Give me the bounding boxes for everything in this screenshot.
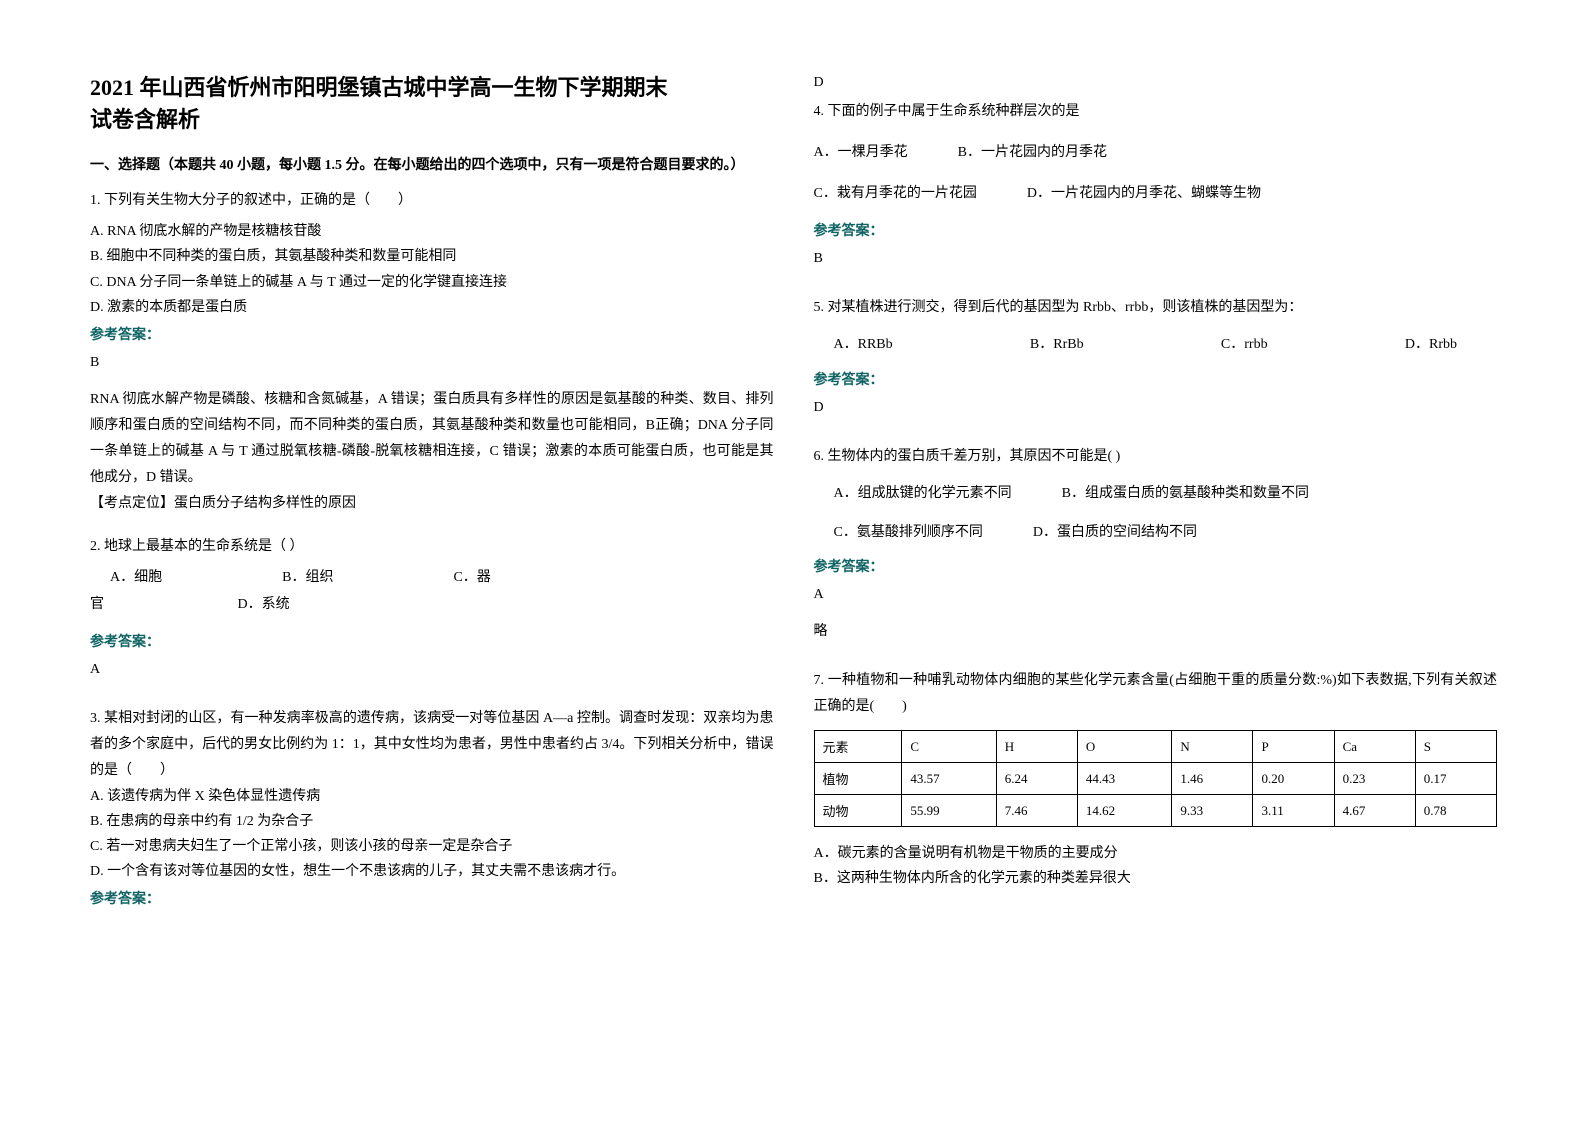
th-p: P xyxy=(1253,731,1334,763)
q5-answer-label: 参考答案： xyxy=(814,369,1498,389)
th-ca: Ca xyxy=(1334,731,1415,763)
q3-answer-label: 参考答案： xyxy=(90,888,774,908)
q1-option-a: A. RNA 彻底水解的产物是核糖核苷酸 xyxy=(90,219,774,244)
q5-option-d: D．Rrbb xyxy=(1405,332,1457,359)
q2-options-row1: A．细胞 B．组织 C．器 xyxy=(90,565,774,592)
table-header-row: 元素 C H O N P Ca S xyxy=(814,731,1497,763)
q6-explanation: 略 xyxy=(814,619,1498,644)
q5-options: A．RRBb B．RrBb C．rrbb D．Rrbb xyxy=(814,332,1498,359)
q2-options-row2: 官 D．系统 xyxy=(90,592,774,617)
question-5: 5. 对某植株进行测交，得到后代的基因型为 Rrbb、rrbb，则该植株的基因型… xyxy=(814,295,1498,432)
q6-answer: A xyxy=(814,582,1498,607)
q4-row2: C．栽有月季花的一片花园 D．一片花园内的月季花、蝴蝶等生物 xyxy=(814,181,1498,208)
q7-table: 元素 C H O N P Ca S 植物 43.57 6.24 44.43 1.… xyxy=(814,730,1498,827)
question-2: 2. 地球上最基本的生命系统是（ ） A．细胞 B．组织 C．器 官 D．系统 … xyxy=(90,534,774,694)
q4-option-a: A．一棵月季花 xyxy=(814,140,908,167)
q6-option-b: B．组成蛋白质的氨基酸种类和数量不同 xyxy=(1062,481,1309,508)
q6-option-a: A．组成肽键的化学元素不同 xyxy=(834,481,1012,508)
q2-option-d: D．系统 xyxy=(238,597,290,612)
q5-answer: D xyxy=(814,395,1498,420)
q1-explanation: RNA 彻底水解产物是磷酸、核糖和含氮碱基，A 错误；蛋白质具有多样性的原因是氨… xyxy=(90,387,774,491)
q6-row1: A．组成肽键的化学元素不同 B．组成蛋白质的氨基酸种类和数量不同 xyxy=(814,481,1498,508)
q6-row2: C．氨基酸排列顺序不同 D．蛋白质的空间结构不同 xyxy=(814,520,1498,547)
q1-stem: 1. 下列有关生物大分子的叙述中，正确的是（ ） xyxy=(90,188,774,213)
table-row-plant: 植物 43.57 6.24 44.43 1.46 0.20 0.23 0.17 xyxy=(814,763,1497,795)
th-h: H xyxy=(996,731,1077,763)
q6-stem: 6. 生物体内的蛋白质千差万别，其原因不可能是( ) xyxy=(814,444,1498,469)
q1-option-d: D. 激素的本质都是蛋白质 xyxy=(90,295,774,320)
q1-answer: B xyxy=(90,350,774,375)
q2-answer-label: 参考答案： xyxy=(90,631,774,651)
q5-stem: 5. 对某植株进行测交，得到后代的基因型为 Rrbb、rrbb，则该植株的基因型… xyxy=(814,295,1498,320)
q1-option-b: B. 细胞中不同种类的蛋白质，其氨基酸种类和数量可能相同 xyxy=(90,244,774,269)
q2-option-c-cont: 官 xyxy=(90,597,104,612)
question-1: 1. 下列有关生物大分子的叙述中，正确的是（ ） A. RNA 彻底水解的产物是… xyxy=(90,188,774,522)
q3-answer: D xyxy=(814,70,1498,95)
q4-option-d: D．一片花园内的月季花、蝴蝶等生物 xyxy=(1027,181,1261,208)
q3-option-d: D. 一个含有该对等位基因的女性，想生一个不患该病的儿子，其丈夫需不患该病才行。 xyxy=(90,859,774,884)
q6-option-c: C．氨基酸排列顺序不同 xyxy=(834,520,983,547)
q2-option-c: C．器 xyxy=(453,565,490,592)
q7-option-b: B．这两种生物体内所含的化学元素的种类差异很大 xyxy=(814,866,1498,891)
exam-title: 2021 年山西省忻州市阳明堡镇古城中学高一生物下学期期末 试卷含解析 xyxy=(90,70,774,134)
question-4: 4. 下面的例子中属于生命系统种群层次的是 A．一棵月季花 B．一片花园内的月季… xyxy=(814,99,1498,283)
q6-option-d: D．蛋白质的空间结构不同 xyxy=(1033,520,1197,547)
q1-option-c: C. DNA 分子同一条单链上的碱基 A 与 T 通过一定的化学键直接连接 xyxy=(90,270,774,295)
left-column: 2021 年山西省忻州市阳明堡镇古城中学高一生物下学期期末 试卷含解析 一、选择… xyxy=(90,70,774,1052)
q2-stem: 2. 地球上最基本的生命系统是（ ） xyxy=(90,534,774,559)
question-7: 7. 一种植物和一种哺乳动物体内细胞的某些化学元素含量(占细胞干重的质量分数:%… xyxy=(814,668,1498,891)
title-line1: 2021 年山西省忻州市阳明堡镇古城中学高一生物下学期期末 xyxy=(90,75,668,100)
q7-stem: 7. 一种植物和一种哺乳动物体内细胞的某些化学元素含量(占细胞干重的质量分数:%… xyxy=(814,668,1498,720)
q7-option-a: A．碳元素的含量说明有机物是干物质的主要成分 xyxy=(814,841,1498,866)
th-o: O xyxy=(1077,731,1171,763)
title-line2: 试卷含解析 xyxy=(90,107,200,132)
q3-option-c: C. 若一对患病夫妇生了一个正常小孩，则该小孩的母亲一定是杂合子 xyxy=(90,834,774,859)
q4-stem: 4. 下面的例子中属于生命系统种群层次的是 xyxy=(814,99,1498,124)
question-6: 6. 生物体内的蛋白质千差万别，其原因不可能是( ) A．组成肽键的化学元素不同… xyxy=(814,444,1498,657)
q6-answer-label: 参考答案： xyxy=(814,556,1498,576)
q4-row1: A．一棵月季花 B．一片花园内的月季花 xyxy=(814,140,1498,167)
th-n: N xyxy=(1172,731,1253,763)
section-heading: 一、选择题（本题共 40 小题，每小题 1.5 分。在每小题给出的四个选项中，只… xyxy=(90,154,774,174)
q3-option-a: A. 该遗传病为伴 X 染色体显性遗传病 xyxy=(90,784,774,809)
q3-option-b: B. 在患病的母亲中约有 1/2 为杂合子 xyxy=(90,809,774,834)
q5-option-b: B．RrBb xyxy=(1030,332,1084,359)
th-s: S xyxy=(1415,731,1496,763)
q4-answer: B xyxy=(814,246,1498,271)
q2-option-a: A．细胞 xyxy=(110,565,162,592)
q5-option-a: A．RRBb xyxy=(834,332,893,359)
q3-stem: 3. 某相对封闭的山区，有一种发病率极高的遗传病，该病受一对等位基因 A—a 控… xyxy=(90,706,774,784)
table-row-animal: 动物 55.99 7.46 14.62 9.33 3.11 4.67 0.78 xyxy=(814,795,1497,827)
question-3: 3. 某相对封闭的山区，有一种发病率极高的遗传病，该病受一对等位基因 A—a 控… xyxy=(90,706,774,914)
q1-tag: 【考点定位】蛋白质分子结构多样性的原因 xyxy=(90,491,774,516)
th-element: 元素 xyxy=(814,731,902,763)
q2-option-b: B．组织 xyxy=(282,565,333,592)
q5-option-c: C．rrbb xyxy=(1221,332,1268,359)
q2-answer: A xyxy=(90,657,774,682)
q1-answer-label: 参考答案： xyxy=(90,324,774,344)
th-c: C xyxy=(902,731,996,763)
q4-option-c: C．栽有月季花的一片花园 xyxy=(814,181,977,208)
q4-option-b: B．一片花园内的月季花 xyxy=(958,140,1107,167)
q4-answer-label: 参考答案： xyxy=(814,220,1498,240)
right-column: D 4. 下面的例子中属于生命系统种群层次的是 A．一棵月季花 B．一片花园内的… xyxy=(814,70,1498,1052)
